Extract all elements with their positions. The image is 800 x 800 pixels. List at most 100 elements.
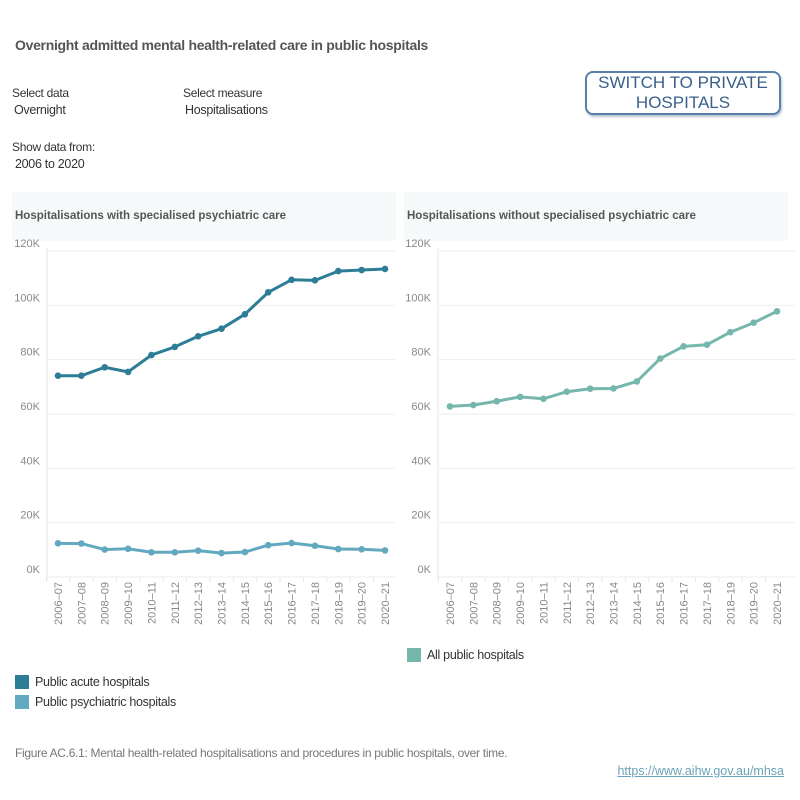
data-point: [78, 540, 85, 547]
data-point: [381, 547, 389, 554]
show-data-from-dropdown[interactable]: 2006 to 2020: [15, 157, 85, 171]
x-tick-label: 2020–21: [772, 582, 784, 625]
y-tick-label: 40K: [411, 455, 431, 467]
y-tick-label: 120K: [405, 238, 431, 250]
x-tick-label: 2008–09: [492, 582, 504, 625]
y-tick-label: 100K: [405, 292, 431, 304]
x-tick-label: 2011–12: [562, 582, 574, 624]
legend-label: Public acute hospitals: [35, 675, 150, 689]
data-point: [288, 539, 295, 547]
y-tick-label: 20K: [20, 510, 40, 522]
data-point: [218, 325, 225, 332]
x-tick-label: 2006–07: [53, 582, 65, 625]
x-tick-label: 2014–15: [632, 582, 644, 625]
data-point: [773, 308, 781, 315]
data-point: [358, 545, 365, 553]
x-tick-label: 2007–08: [76, 582, 88, 625]
x-tick-label: 2012–13: [193, 582, 205, 625]
y-tick-label: 0K: [27, 564, 41, 576]
x-tick-label: 2016–17: [679, 582, 691, 625]
data-point: [334, 545, 342, 553]
x-tick-label: 2011–12: [170, 582, 182, 624]
x-tick-label: 2017–18: [310, 582, 322, 625]
show-data-from-label: Show data from:: [12, 140, 95, 154]
data-point: [194, 547, 202, 554]
data-point: [264, 288, 272, 296]
legend-item-public-psychiatric[interactable]: Public psychiatric hospitals: [15, 695, 176, 709]
select-measure-dropdown[interactable]: Hospitalisations: [185, 103, 268, 117]
data-point: [610, 385, 617, 392]
data-point: [703, 341, 711, 349]
legend-item-public-acute[interactable]: Public acute hospitals: [15, 675, 150, 689]
x-tick-label: 2010–11: [538, 582, 550, 624]
x-tick-label: 2017–18: [702, 582, 714, 625]
legend-label: Public psychiatric hospitals: [35, 695, 176, 709]
x-tick-label: 2015–16: [655, 582, 667, 625]
legend-swatch: [15, 695, 29, 709]
data-point: [101, 546, 109, 553]
x-tick-label: 2018–19: [725, 582, 737, 625]
data-point: [124, 368, 132, 376]
select-data-label: Select data: [12, 86, 69, 100]
data-point: [633, 378, 641, 385]
data-point: [311, 277, 319, 284]
x-tick-label: 2007–08: [468, 582, 480, 625]
y-tick-label: 120K: [14, 238, 40, 250]
switch-to-private-button[interactable]: SWITCH TO PRIVATE HOSPITALS: [585, 71, 781, 115]
data-point: [563, 388, 571, 396]
y-tick-label: 20K: [411, 510, 431, 522]
x-tick-label: 2013–14: [609, 582, 621, 625]
data-point: [381, 265, 389, 273]
data-point: [218, 549, 225, 557]
x-tick-label: 2014–15: [240, 582, 252, 625]
x-tick-label: 2009–10: [123, 582, 135, 625]
y-tick-label: 60K: [20, 401, 40, 413]
line-charts: 0K 20K 40K 60K 80K 100K 120K 2006–07 2007–08 2008…: [14, 238, 795, 625]
select-measure-label: Select measure: [183, 86, 263, 100]
figure-caption: Figure AC.6.1: Mental health-related hos…: [15, 746, 508, 760]
data-point: [680, 343, 687, 350]
x-tick-label: 2006–07: [445, 582, 457, 625]
aihw-link[interactable]: https://www.aihw.gov.au/mhsa: [617, 764, 784, 778]
data-point: [750, 319, 757, 327]
legend-swatch: [15, 675, 29, 689]
data-point: [124, 545, 132, 553]
data-point: [540, 395, 547, 403]
x-tick-label: 2018–19: [333, 582, 345, 625]
switch-button-label: SWITCH TO PRIVATE HOSPITALS: [598, 73, 768, 112]
page-title: Overnight admitted mental health-related…: [15, 37, 429, 53]
x-tick-label: 2008–09: [100, 582, 112, 625]
data-point: [470, 401, 477, 409]
data-point: [194, 333, 202, 340]
y-tick-label: 80K: [20, 347, 40, 359]
y-tick-label: 100K: [14, 292, 40, 304]
x-tick-label: 2015–16: [263, 582, 275, 625]
data-point: [148, 548, 155, 556]
data-point: [493, 397, 501, 405]
legend-swatch: [407, 648, 421, 662]
select-data-dropdown[interactable]: Overnight: [14, 103, 66, 117]
data-point: [446, 403, 454, 410]
data-point: [78, 372, 85, 379]
data-point: [101, 363, 109, 371]
x-tick-label: 2009–10: [515, 582, 527, 625]
x-tick-label: 2012–13: [585, 582, 597, 625]
data-point: [586, 385, 594, 393]
y-tick-label: 0K: [418, 564, 432, 576]
data-point: [656, 355, 664, 362]
x-tick-label: 2019–20: [749, 582, 761, 625]
data-point: [726, 328, 734, 336]
data-point: [171, 343, 179, 351]
x-tick-label: 2013–14: [217, 582, 229, 625]
data-point: [148, 351, 155, 359]
x-tick-label: 2010–11: [146, 582, 158, 624]
data-point: [334, 267, 342, 275]
y-tick-label: 80K: [411, 347, 431, 359]
data-point: [516, 393, 524, 401]
legend-item-all-public[interactable]: All public hospitals: [407, 648, 524, 662]
data-point: [171, 548, 179, 556]
x-tick-label: 2020–21: [380, 582, 392, 625]
data-point: [264, 541, 272, 549]
series-line: [449, 309, 778, 408]
chart-title-right: Hospitalisations without specialised psy…: [404, 192, 788, 241]
